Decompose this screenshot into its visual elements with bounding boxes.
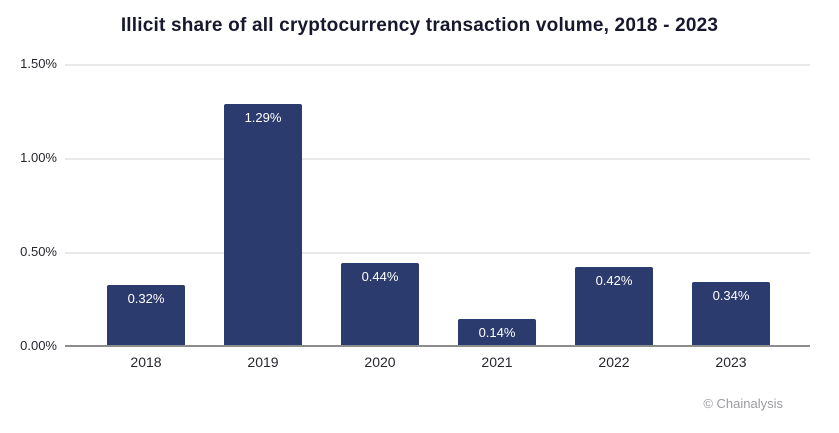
x-axis-baseline [65, 345, 810, 347]
bar-value-label: 1.29% [244, 110, 282, 125]
bar-value-label: 0.14% [478, 325, 516, 340]
x-tick-label-2019: 2019 [247, 354, 279, 370]
bar-2021: 0.14% [458, 319, 536, 345]
x-axis: 2018 2019 2020 2021 2022 2023 [65, 354, 810, 374]
x-tick-label-2018: 2018 [130, 354, 162, 370]
y-tick-label: 1.50% [20, 56, 57, 71]
bar-2020: 0.44% [341, 263, 419, 345]
bar-2019: 1.29% [224, 104, 302, 345]
gridline [65, 64, 810, 66]
bar-value-label: 0.44% [361, 269, 399, 284]
y-tick-label: 0.50% [20, 244, 57, 259]
x-tick-label-2020: 2020 [364, 354, 396, 370]
bar-value-label: 0.42% [595, 273, 633, 288]
y-tick-label: 0.00% [20, 338, 57, 353]
y-tick-label: 1.00% [20, 150, 57, 165]
attribution: © Chainalysis [703, 396, 783, 411]
gridline [65, 158, 810, 160]
bar-value-label: 0.34% [712, 288, 750, 303]
gridline [65, 252, 810, 254]
x-tick-label-2022: 2022 [598, 354, 630, 370]
bar-2018: 0.32% [107, 285, 185, 345]
bar-2022: 0.42% [575, 267, 653, 345]
chart-title: Illicit share of all cryptocurrency tran… [120, 15, 719, 36]
x-tick-label-2023: 2023 [715, 354, 747, 370]
bar-2023: 0.34% [692, 282, 770, 345]
plot-area: 0.32% 1.29% 0.44% 0.14% 0.42% 0.34% [65, 64, 810, 347]
bar-value-label: 0.32% [127, 291, 165, 306]
x-tick-label-2021: 2021 [481, 354, 513, 370]
y-axis: 1.50% 1.00% 0.50% 0.00% [0, 56, 57, 353]
